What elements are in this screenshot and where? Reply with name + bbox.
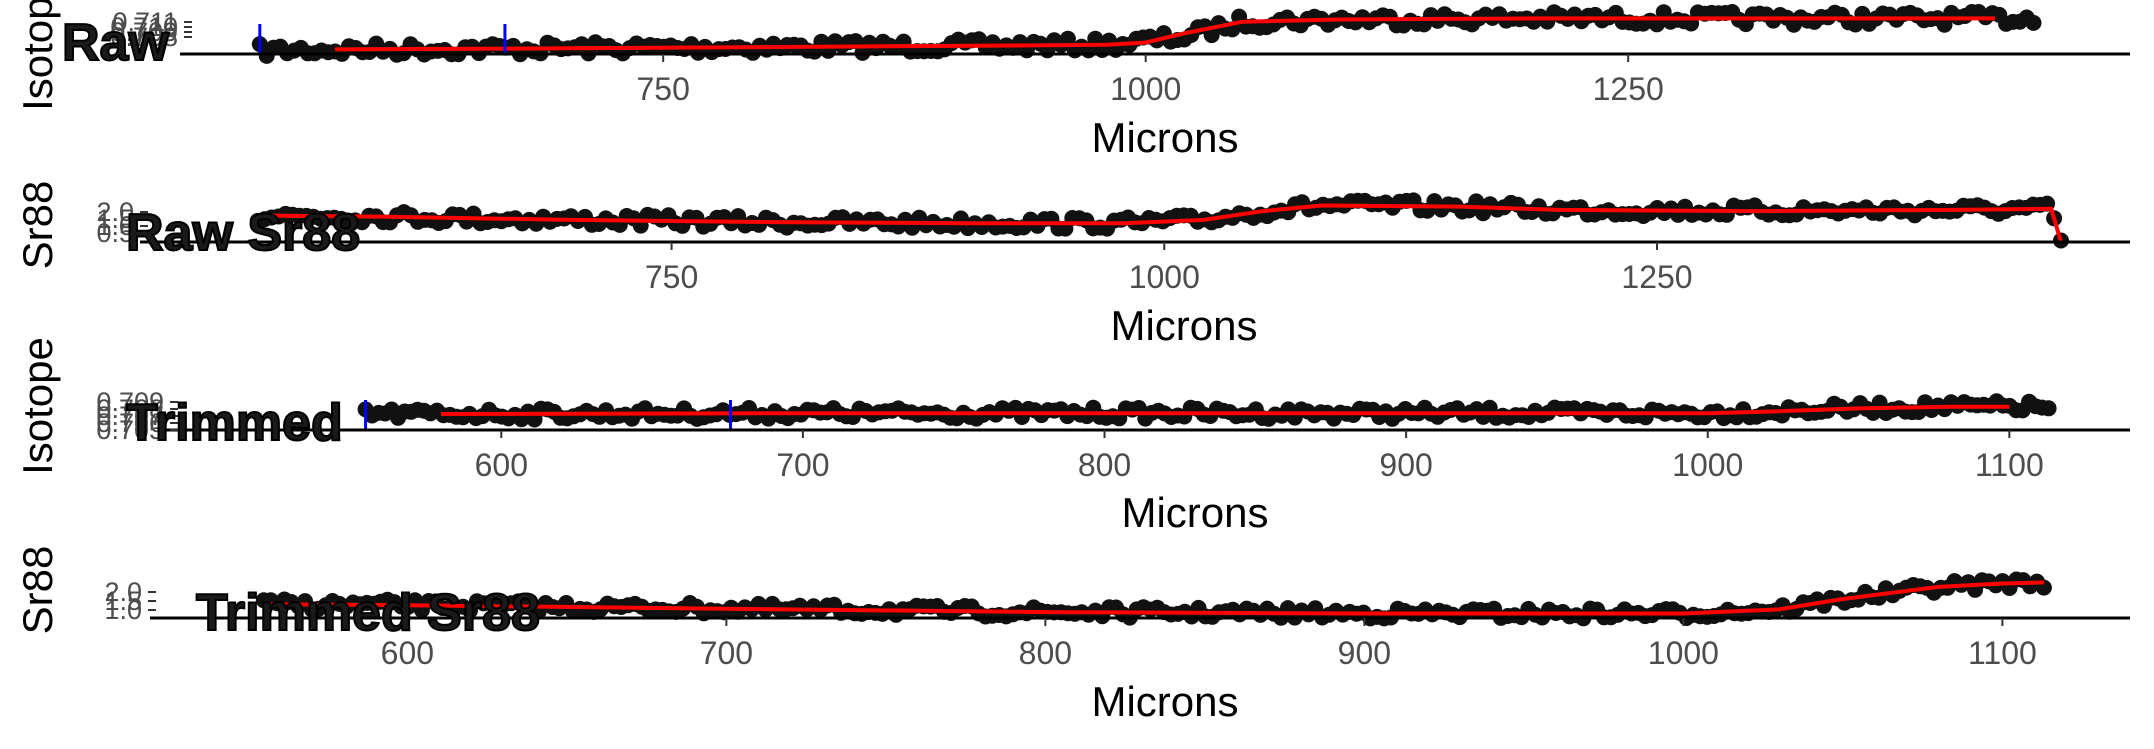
x-tick-label: 900 (1338, 635, 1391, 671)
y-tick-label: 1.5 (96, 204, 134, 234)
panel-4: 600 700 800 900 1000 1100 2.01.51.0 Microns Sr88… (14, 546, 2130, 725)
chart-panels: 750 1000 12500.7110.7100.7090.708MicronsIs… (14, 0, 2130, 725)
x-axis-title: Microns (1091, 114, 1238, 161)
x-tick-label: 1250 (1593, 71, 1664, 107)
panel-title: Trimmed Sr88 (196, 584, 540, 642)
y-axis-title: Sr88 (14, 181, 61, 270)
x-tick-label: 1000 (1129, 259, 1200, 295)
y-tick-label: 1.0 (104, 595, 142, 625)
fit-line (440, 404, 2010, 416)
y-tick-label: 0.710 (110, 12, 178, 42)
x-axis-title: Microns (1110, 302, 1257, 349)
panel-title: Raw (62, 14, 169, 72)
x-axis-title: Microns (1091, 678, 1238, 725)
x-tick-label: 1250 (1621, 259, 1692, 295)
panel-2: 750 1000 1250 2.01.51.00.5 Microns Sr88 Raw Sr… (14, 181, 2130, 349)
x-tick-label: 800 (1019, 635, 1072, 671)
x-tick-label: 750 (637, 71, 690, 107)
data-point (1059, 30, 1076, 47)
y-tick-label: 0.5 (96, 218, 134, 248)
fit-line (257, 203, 2063, 243)
x-tick-label: 1100 (1968, 635, 2037, 671)
y-tick-label: 1.5 (104, 586, 142, 616)
x-tick-label: 1100 (1975, 447, 2044, 483)
x-tick-label: 800 (1078, 447, 1131, 483)
y-axis-title: Isotope (14, 337, 61, 475)
x-tick-label: 900 (1379, 447, 1432, 483)
data-point (2025, 14, 2042, 31)
panel-3: 600 700 800 900 1000 1100 0.7090.7080.7070.706… (14, 337, 2130, 536)
y-axis-title: Isotope (14, 0, 61, 111)
data-point (1203, 27, 1220, 44)
fit-line (263, 580, 2044, 616)
data-point (2040, 400, 2057, 417)
y-tick-label: 0.706 (96, 408, 164, 438)
x-axis-title: Microns (1121, 489, 1268, 536)
x-tick-label: 1000 (1648, 635, 1719, 671)
y-axis-title: Sr88 (14, 546, 61, 635)
y-tick-label: 0.707 (96, 401, 164, 431)
y-tick-label: 2.0 (96, 197, 134, 227)
x-tick-label: 600 (381, 635, 434, 671)
y-tick-label: 0.708 (96, 394, 164, 424)
y-tick-label: 2.0 (104, 577, 142, 607)
fit-line (335, 16, 1995, 52)
x-tick-label: 1000 (1672, 447, 1743, 483)
y-tick-label: 1.0 (96, 211, 134, 241)
panel-title: Raw Sr88 (126, 204, 360, 262)
y-tick-label: 0.711 (112, 7, 178, 37)
x-tick-label: 600 (475, 447, 528, 483)
x-tick-label: 700 (700, 635, 753, 671)
y-tick-label: 0.705 (96, 415, 164, 445)
x-tick-label: 750 (645, 259, 698, 295)
y-tick-label: 0.709 (110, 17, 178, 47)
y-tick-label: 0.709 (96, 387, 164, 417)
x-tick-label: 1000 (1110, 71, 1181, 107)
panel-title: Trimmed (126, 394, 343, 452)
x-tick-label: 700 (776, 447, 829, 483)
data-point (1936, 16, 1953, 33)
y-tick-label: 0.708 (110, 22, 178, 52)
